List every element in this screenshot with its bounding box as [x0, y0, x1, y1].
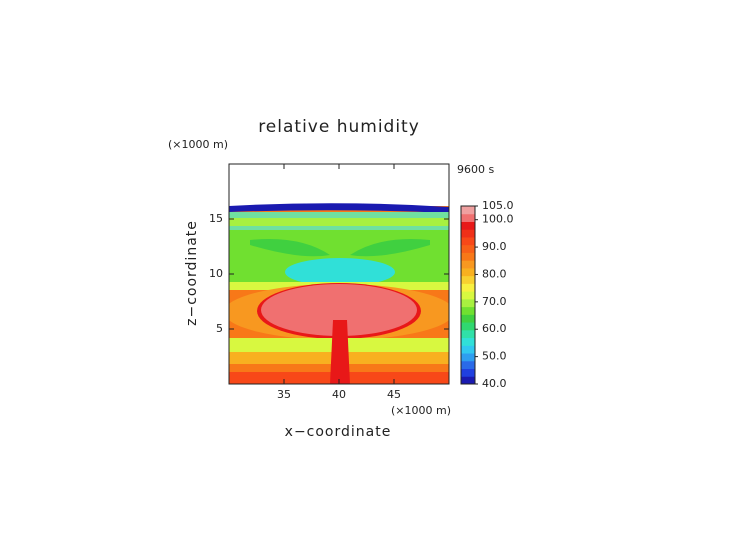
colorbar-band: [461, 221, 475, 230]
annotation: 9600 s: [457, 163, 494, 176]
x-tick-label: 45: [387, 388, 401, 401]
colorbar-tick-label: 80.0: [482, 267, 507, 280]
y-unit: (×1000 m): [168, 138, 228, 151]
colorbar-band: [461, 236, 475, 246]
colorbar-band: [461, 337, 475, 346]
colorbar-band: [461, 213, 475, 222]
y-tick-label: 15: [209, 212, 223, 225]
colorbar-band: [461, 229, 475, 238]
colorbar-tick-label: 40.0: [482, 377, 507, 390]
field: [229, 203, 449, 213]
colorbar-band: [461, 298, 475, 308]
field: [285, 258, 395, 286]
colorbar-tick-label: 90.0: [482, 240, 507, 253]
colorbar-band: [461, 206, 475, 215]
colorbar-band: [461, 353, 475, 362]
y-tick-label: 5: [216, 322, 223, 335]
field: [250, 239, 430, 257]
y-tick-label: 10: [209, 267, 223, 280]
colorbar-tick-label: 70.0: [482, 295, 507, 308]
colorbar-band: [461, 260, 475, 269]
colorbar-band: [461, 329, 475, 339]
colorbar-band: [461, 360, 475, 370]
colorbar-frame: [460, 205, 476, 385]
colorbar-band: [461, 322, 475, 331]
colorbar-band: [461, 291, 475, 300]
field: [330, 320, 350, 384]
colorbar-band: [461, 345, 475, 354]
colorbar-band: [461, 314, 475, 323]
field: [229, 218, 449, 226]
x-axis-label: x−coordinate: [285, 424, 392, 440]
x-tick-label: 40: [332, 388, 346, 401]
x-unit: (×1000 m): [391, 404, 451, 417]
colorbar-tick-label: 50.0: [482, 350, 507, 363]
colorbar-band: [461, 252, 475, 261]
contour-field: [229, 164, 449, 384]
y-axis-label: z−coordinate: [184, 220, 200, 326]
colorbar-band: [461, 306, 475, 315]
x-tick-label: 35: [277, 388, 291, 401]
colorbar-band: [461, 267, 475, 277]
colorbar-band: [461, 244, 475, 253]
colorbar-tick-label: 60.0: [482, 322, 507, 335]
colorbar-tick-label: 105.0: [482, 199, 514, 212]
colorbar-tick-label: 100.0: [482, 213, 514, 226]
colorbar-band: [461, 368, 475, 377]
field: [229, 164, 449, 206]
colorbar-band: [461, 275, 475, 284]
field: [261, 284, 417, 336]
colorbar-band: [461, 283, 475, 292]
chart-title: relative humidity: [258, 117, 420, 137]
colorbar-band: [461, 376, 475, 385]
